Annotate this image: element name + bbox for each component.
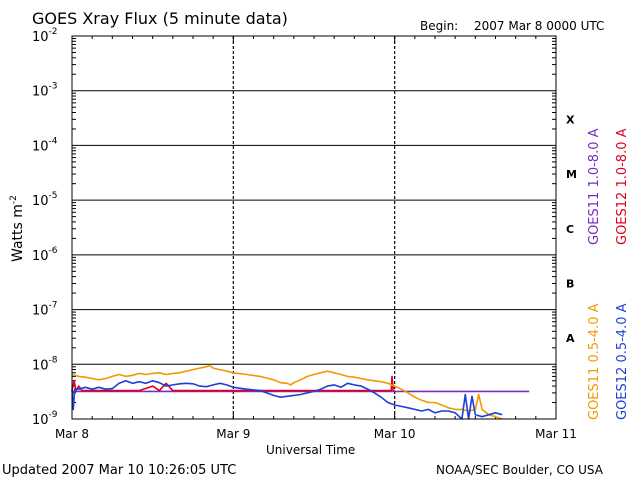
y-tick-label-3: 10-5 <box>32 191 58 209</box>
grid <box>72 35 556 420</box>
x-axis: Mar 8 Mar 9 Mar 10 Mar 11 <box>55 36 577 441</box>
y-tick-base-6: 10 <box>32 358 49 373</box>
flare-class-c: C <box>566 223 574 236</box>
y-tick-base-2: 10 <box>32 139 49 154</box>
y-axis-label-exp: -2 <box>9 195 19 204</box>
y-tick-base-1: 10 <box>32 85 49 100</box>
y-tick-base-3: 10 <box>32 194 49 209</box>
flare-class-b: B <box>566 277 574 290</box>
flare-class-x: X <box>566 113 575 126</box>
series-line-2 <box>71 364 503 420</box>
begin-value: 2007 Mar 8 0000 UTC <box>474 19 604 33</box>
y-tick-label-4: 10-6 <box>32 246 58 264</box>
series-line-3 <box>71 379 503 420</box>
series-lines <box>71 364 530 420</box>
flare-class-a: A <box>566 332 575 345</box>
x-tick-label-2: Mar 10 <box>374 427 416 441</box>
plot-frame <box>71 35 557 420</box>
credit-text: NOAA/SEC Boulder, CO USA <box>436 463 604 477</box>
y-tick-label-5: 10-7 <box>32 301 58 319</box>
x-tick-label-3: Mar 11 <box>535 427 577 441</box>
chart-title: GOES Xray Flux (5 minute data) <box>32 9 288 28</box>
y-tick-exp-2: -4 <box>49 136 58 146</box>
y-tick-label-1: 10-3 <box>32 82 58 100</box>
legend-entry-3: GOES12 0.5-4.0 A <box>615 303 630 420</box>
legend: GOES11 1.0-8.0 A GOES12 1.0-8.0 A GOES11 0… <box>587 128 630 420</box>
flare-classes: X M C B A <box>566 113 577 345</box>
y-tick-label-7: 10-9 <box>32 410 58 428</box>
x-tick-label-0: Mar 8 <box>55 427 89 441</box>
y-axis-label-main: Watts m <box>10 204 26 262</box>
y-axis: 10-210-310-410-510-610-710-810-9 <box>32 27 556 428</box>
updated-text: Updated 2007 Mar 10 10:26:05 UTC <box>2 463 236 478</box>
y-tick-exp-4: -6 <box>49 246 58 256</box>
y-tick-base-4: 10 <box>32 249 49 264</box>
legend-entry-0: GOES11 1.0-8.0 A <box>587 128 602 245</box>
y-tick-base-7: 10 <box>32 413 49 428</box>
x-axis-label: Universal Time <box>266 443 355 457</box>
y-tick-label-6: 10-8 <box>32 355 58 373</box>
flare-class-m: M <box>566 168 577 181</box>
y-tick-exp-6: -8 <box>49 355 58 365</box>
y-tick-base-0: 10 <box>32 30 49 45</box>
y-tick-label-2: 10-4 <box>32 136 58 154</box>
legend-entry-1: GOES12 1.0-8.0 A <box>615 128 630 245</box>
begin-label: Begin: <box>420 19 458 33</box>
legend-entry-2: GOES11 0.5-4.0 A <box>587 303 602 420</box>
series-line-1 <box>71 375 395 392</box>
y-tick-exp-0: -2 <box>49 27 58 37</box>
x-tick-label-1: Mar 9 <box>216 427 250 441</box>
y-tick-label-0: 10-2 <box>32 27 58 45</box>
y-axis-label: Watts m-2 <box>9 195 26 262</box>
y-tick-exp-7: -9 <box>49 410 58 420</box>
y-tick-exp-3: -5 <box>49 191 58 201</box>
y-tick-base-5: 10 <box>32 304 49 319</box>
y-tick-exp-1: -3 <box>49 82 58 92</box>
y-tick-exp-5: -7 <box>49 301 58 311</box>
